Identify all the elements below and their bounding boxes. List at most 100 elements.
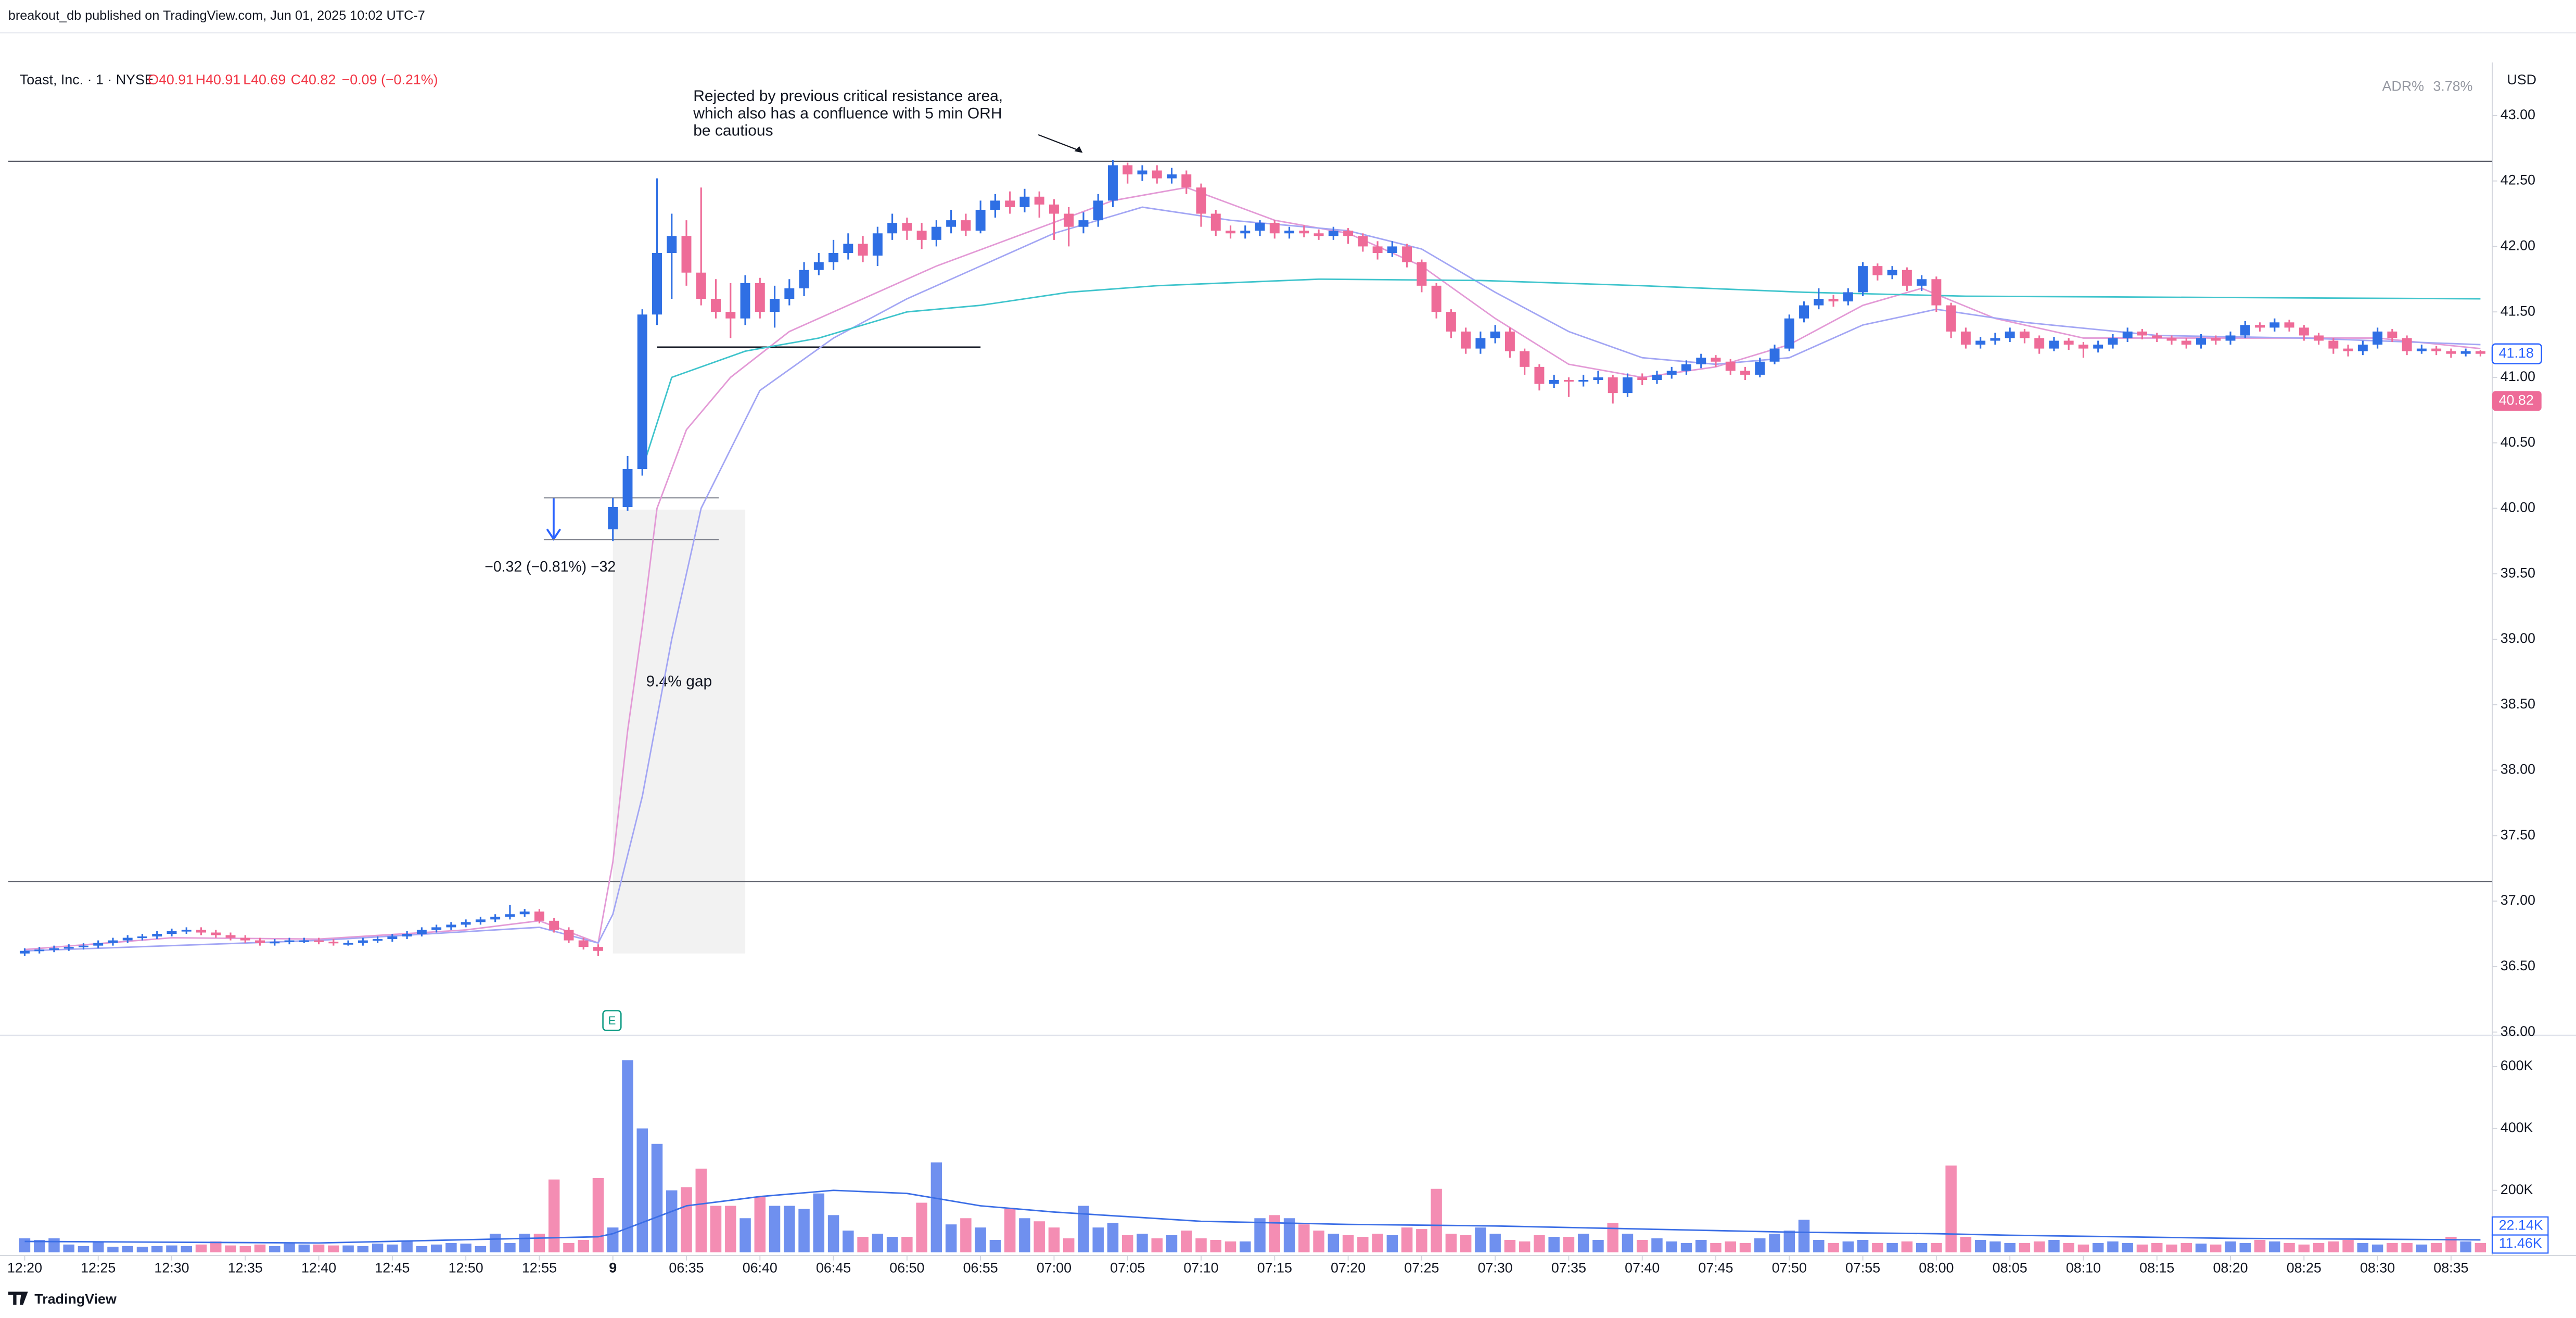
candle-body [1269,223,1280,234]
volume-bar [2092,1243,2104,1252]
volume-bar [1004,1209,1016,1252]
candle-body [961,220,971,231]
volume-bar [1489,1234,1501,1252]
legend-title: Toast, Inc. · 1 · NYSE [20,72,154,87]
legend-value: O40.91 [148,72,194,87]
candle-body [1902,270,1912,286]
candle-body [1284,231,1295,234]
volume-bar [1107,1223,1119,1252]
x-tick-label: 07:25 [1404,1260,1439,1275]
x-tick-label: 07:30 [1478,1260,1513,1275]
volume-bar [136,1247,148,1252]
volume-bar [1166,1235,1178,1252]
volume-bar [48,1238,60,1252]
volume-bar [445,1243,457,1252]
candle-body [2269,322,2280,328]
candle-body [1520,351,1530,367]
candle-body [799,270,809,288]
volume-bar [2004,1243,2016,1252]
candle-body [284,940,295,942]
candle-body [1328,231,1338,236]
candle-body [1623,377,1633,394]
volume-bar [1092,1227,1104,1252]
y-tick-label: 37.50 [2501,827,2535,842]
volume-bar [254,1244,266,1252]
candle-body [1769,348,1780,362]
x-tick-label: 08:15 [2139,1260,2174,1275]
candle-body [2299,327,2309,336]
candle-body [1475,338,1486,349]
candle-body [1431,285,1442,312]
volume-bar [181,1246,192,1252]
volume-bar [357,1246,369,1252]
volume-bar [843,1231,854,1252]
volume-bar [2298,1244,2310,1252]
volume-bar [725,1206,736,1252]
volume-bar [1475,1227,1486,1252]
volume-bar [1048,1227,1060,1252]
volume-bar [2019,1243,2031,1252]
candle-body [1387,246,1397,253]
candle-body [1255,223,1265,231]
x-tick-label: 12:20 [7,1260,42,1275]
candle-body [1123,165,1133,175]
volume-bar [651,1144,663,1252]
volume-bar [857,1236,869,1252]
candle-body [1681,364,1691,371]
volume-bar [1916,1243,1928,1252]
volume-bar [2225,1241,2236,1252]
x-tick-label: 06:40 [743,1260,777,1275]
x-tick-label: 12:30 [154,1260,189,1275]
candle-body [358,940,368,943]
candle-body [2019,331,2030,338]
candle-body [2387,331,2398,338]
candle-body [696,272,706,299]
measure-label: −0.32 (−0.81%) −32 [484,559,616,575]
volume-bar [430,1244,442,1252]
candle-body [740,283,750,319]
candle-body [1946,305,1956,332]
volume-bar [1622,1234,1634,1252]
volume-bar [1548,1236,1560,1252]
volume-bar [1121,1235,1133,1252]
candle-body [1755,361,1765,375]
candle-body [490,917,501,920]
volume-bar [901,1236,913,1252]
volume-bar [1078,1206,1089,1252]
candle-body [1313,233,1324,236]
volume-bar [1828,1243,1839,1252]
volume-bar [2445,1236,2457,1252]
volume-bar [1857,1239,1869,1252]
candle-body [19,951,30,954]
volume-bar [592,1177,604,1252]
volume-bar [1445,1234,1457,1252]
candle-body [1578,379,1589,382]
candle-body [1563,379,1574,382]
candle-body [475,919,486,922]
volume-bar [1872,1243,1883,1252]
candle-body [1666,371,1677,375]
candle-body [2446,351,2456,354]
candle-body [1534,366,1545,384]
candle-body [1975,340,1986,345]
volume-bar [1019,1218,1030,1252]
volume-tick-label: 200K [2501,1182,2533,1197]
x-tick-label: 07:20 [1331,1260,1366,1275]
annotation-arrow [1038,134,1081,152]
candle-body [108,940,118,943]
volume-bar [1298,1224,1310,1252]
volume-bar [2122,1243,2133,1252]
candle-body [887,223,898,234]
candle-body [534,911,544,921]
candle-body [946,220,957,227]
volume-bar [269,1246,280,1252]
volume-bar [460,1244,471,1252]
earnings-badge [602,1010,622,1031]
volume-bar [1798,1220,1810,1252]
candle-body [2314,335,2324,341]
volume-bar [1151,1238,1163,1252]
x-tick-label: 08:25 [2287,1260,2322,1275]
volume-bar [813,1193,825,1252]
